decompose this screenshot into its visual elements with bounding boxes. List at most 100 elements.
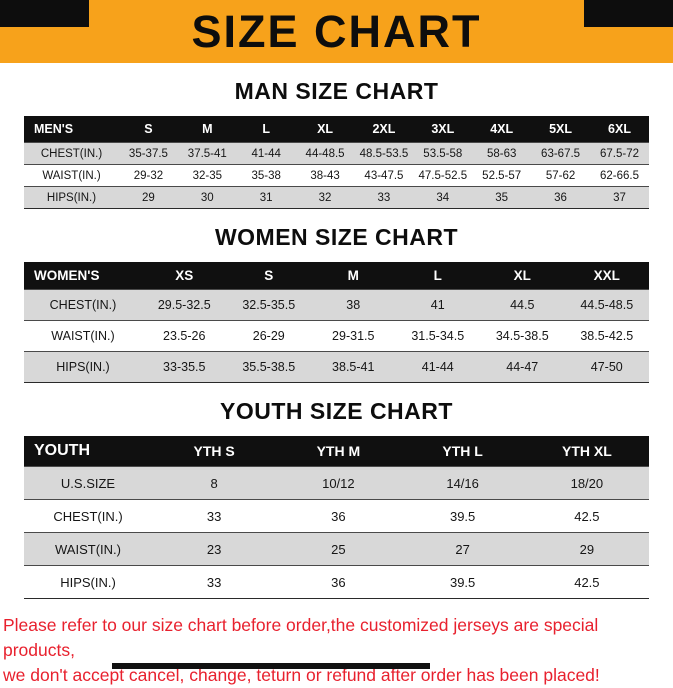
size-value-cell: 42.5 [524,565,649,599]
row-label: HIPS(IN.) [24,351,142,383]
size-value-cell: 41-44 [395,351,480,383]
size-value-cell: 38.5-41 [311,351,396,383]
row-label: WAIST(IN.) [24,164,119,187]
size-value-cell: 14/16 [400,466,525,500]
size-value-cell: 31.5-34.5 [395,320,480,352]
size-value-cell: 37.5-41 [177,142,237,165]
men-section-title: MAN SIZE CHART [234,78,439,104]
table-row: CHEST(IN.) 33 36 39.5 42.5 [24,499,649,533]
size-value-cell: 29-32 [119,164,178,187]
size-value-cell: 32.5-35.5 [226,289,311,321]
size-value-cell: 34.5-38.5 [480,320,565,352]
size-value-cell: 47.5-52.5 [413,164,473,187]
row-label: CHEST(IN.) [24,289,142,321]
youth-size-table: YOUTH YTH S YTH M YTH L YTH XL U.S.SIZE 8 10/12… [24,436,649,599]
table-row: WAIST(IN.) 23.5-26 26-29 29-31.5 31.5-34.5 34… [24,320,649,352]
size-value-cell: 32-35 [177,164,237,187]
size-value-cell: 47-50 [564,351,649,383]
column-header: YOUTH [24,436,152,467]
size-value-cell: 62-66.5 [590,164,649,187]
size-value-cell: 58-63 [472,142,532,165]
table-row: WAIST(IN.) 29-32 32-35 35-38 38-43 43-47.5 47.… [24,164,649,187]
size-value-cell: 44-48.5 [295,142,355,165]
size-value-cell: 37 [590,186,649,209]
size-value-cell: 63-67.5 [531,142,590,165]
women-size-table: WOMEN'S XS S M L XL XXL CHEST(IN.) 29.5-32.5 32.5… [24,262,649,383]
size-value-cell: 33 [152,499,277,533]
size-value-cell: 35 [472,186,532,209]
page-title: SIZE CHART [191,6,482,57]
column-header: S [119,116,178,143]
column-header: L [395,262,480,290]
men-size-table: MEN'S S M L XL 2XL 3XL 4XL 5XL 6XL CHEST(IN.) 35-37… [24,116,649,209]
table-row: CHEST(IN.) 29.5-32.5 32.5-35.5 38 41 44.5 44.5… [24,289,649,321]
size-value-cell: 25 [276,532,401,566]
size-value-cell: 34 [413,186,473,209]
size-value-cell: 33 [354,186,414,209]
table-row: CHEST(IN.) 35-37.5 37.5-41 41-44 44-48.5 48.5… [24,142,649,165]
column-header: YTH S [152,436,277,467]
size-value-cell: 44-47 [480,351,565,383]
column-header: M [311,262,396,290]
youth-size-section: YOUTH SIZE CHART YOUTH YTH S YTH M YTH L YTH… [0,398,673,599]
column-header: 5XL [531,116,590,143]
row-label: WAIST(IN.) [24,320,142,352]
table-row: U.S.SIZE 8 10/12 14/16 18/20 [24,466,649,500]
size-value-cell: 23 [152,532,277,566]
column-header: XXL [564,262,649,290]
size-value-cell: 35-37.5 [119,142,178,165]
size-value-cell: 35-38 [236,164,296,187]
size-value-cell: 41 [395,289,480,321]
size-value-cell: 36 [531,186,590,209]
footer-disclaimer: Please refer to our size chart before or… [3,613,673,688]
women-section-title: WOMEN SIZE CHART [214,224,459,250]
column-header: 2XL [354,116,414,143]
size-value-cell: 52.5-57 [472,164,532,187]
size-value-cell: 29.5-32.5 [142,289,227,321]
column-header: YTH L [400,436,525,467]
row-label: CHEST(IN.) [24,142,119,165]
column-header: 3XL [413,116,473,143]
row-label: U.S.SIZE [24,466,152,500]
size-value-cell: 8 [152,466,277,500]
bottom-crop-artifact [112,663,430,669]
column-header: M [177,116,237,143]
header-row: WOMEN'S XS S M L XL XXL [24,262,649,290]
size-value-cell: 44.5-48.5 [564,289,649,321]
column-header: YTH XL [524,436,649,467]
size-value-cell: 32 [295,186,355,209]
size-value-cell: 39.5 [400,565,525,599]
size-value-cell: 43-47.5 [354,164,414,187]
size-value-cell: 53.5-58 [413,142,473,165]
row-label: WAIST(IN.) [24,532,152,566]
header-row: YOUTH YTH S YTH M YTH L YTH XL [24,436,649,467]
size-value-cell: 27 [400,532,525,566]
header-row: MEN'S S M L XL 2XL 3XL 4XL 5XL 6XL [24,116,649,143]
size-value-cell: 48.5-53.5 [354,142,414,165]
column-header: XS [142,262,227,290]
column-header: XL [480,262,565,290]
column-header: MEN'S [24,116,119,143]
size-value-cell: 10/12 [276,466,401,500]
column-header: WOMEN'S [24,262,142,290]
table-row: HIPS(IN.) 33 36 39.5 42.5 [24,565,649,599]
size-value-cell: 41-44 [236,142,296,165]
column-header: S [226,262,311,290]
column-header: YTH M [276,436,401,467]
size-value-cell: 36 [276,499,401,533]
women-size-section: WOMEN SIZE CHART WOMEN'S XS S M L XL XXL CHEST(… [0,224,673,383]
size-value-cell: 33-35.5 [142,351,227,383]
size-value-cell: 29 [119,186,178,209]
row-label: CHEST(IN.) [24,499,152,533]
size-value-cell: 39.5 [400,499,525,533]
size-value-cell: 33 [152,565,277,599]
youth-section-title: YOUTH SIZE CHART [220,398,453,424]
size-value-cell: 30 [177,186,237,209]
size-value-cell: 67.5-72 [590,142,649,165]
size-value-cell: 38.5-42.5 [564,320,649,352]
table-row: HIPS(IN.) 29 30 31 32 33 34 35 36 37 [24,186,649,209]
size-value-cell: 23.5-26 [142,320,227,352]
size-value-cell: 42.5 [524,499,649,533]
men-size-section: MAN SIZE CHART MEN'S S M L XL 2XL 3XL 4XL 5XL 6XL… [0,78,673,209]
size-value-cell: 18/20 [524,466,649,500]
